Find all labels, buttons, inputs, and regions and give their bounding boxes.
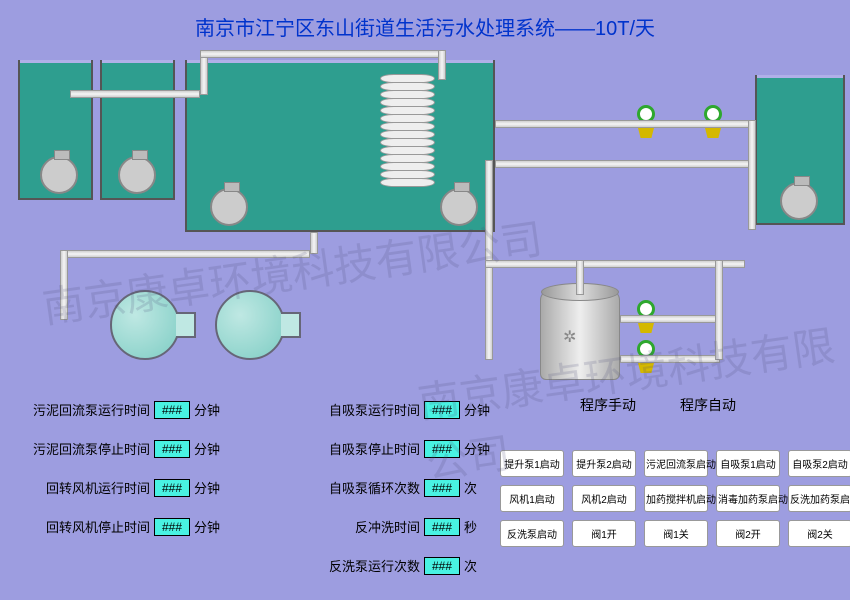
param-label: 回转风机停止时间 [10,517,150,536]
param-label: 反洗泵运行次数 [280,556,420,575]
start-button[interactable]: 消毒加药泵启动 [716,485,780,512]
valve-button[interactable]: 阀1关 [644,520,708,547]
valve-button[interactable]: 阀2关 [788,520,850,547]
param-value[interactable]: ### [154,401,190,419]
param-label: 自吸泵运行时间 [280,400,420,419]
page-title: 南京市江宁区东山街道生活污水处理系统——10T/天 [0,12,850,41]
start-button[interactable]: 提升泵1启动 [500,450,564,477]
param-value[interactable]: ### [424,557,460,575]
param-value[interactable]: ### [424,401,460,419]
pipe [60,250,310,258]
param-label: 自吸泵循环次数 [280,478,420,497]
pipe [620,315,720,323]
pump-tank2 [118,156,156,194]
param-label: 自吸泵停止时间 [280,439,420,458]
param-label: 回转风机运行时间 [10,478,150,497]
param-label: 污泥回流泵运行时间 [10,400,150,419]
filter-column [380,74,435,186]
pipe [70,90,200,98]
pump-main-left [210,188,248,226]
param-value[interactable]: ### [424,518,460,536]
mode-manual-label: 程序手动 [580,395,636,415]
param-unit: 分钟 [464,439,498,458]
param-column-1: 污泥回流泵运行时间###分钟 污泥回流泵停止时间###分钟 回转风机运行时间##… [10,400,228,556]
param-unit: 秒 [464,517,498,536]
start-button[interactable]: 反洗泵启动 [500,520,564,547]
pump-tank1 [40,156,78,194]
param-value[interactable]: ### [424,479,460,497]
pipe [60,250,68,320]
param-unit: 分钟 [194,517,228,536]
param-unit: 次 [464,556,498,575]
pipe [620,355,720,363]
pipe [200,50,440,58]
blower-1 [110,290,180,360]
start-button[interactable]: 反洗加药泵启动 [788,485,850,512]
start-button[interactable]: 提升泵2启动 [572,450,636,477]
start-button[interactable]: 风机1启动 [500,485,564,512]
pump-tank-right [780,182,818,220]
param-label: 反冲洗时间 [280,517,420,536]
param-unit: 分钟 [194,478,228,497]
blower-2 [215,290,285,360]
param-label: 污泥回流泵停止时间 [10,439,150,458]
pipe [495,160,755,168]
agitator-icon: ✲ [563,327,599,363]
start-button[interactable]: 风机2启动 [572,485,636,512]
valve-button[interactable]: 阀1开 [572,520,636,547]
storage-drum: ✲ [540,290,620,380]
param-value[interactable]: ### [154,440,190,458]
start-button[interactable]: 自吸泵1启动 [716,450,780,477]
start-button[interactable]: 自吸泵2启动 [788,450,850,477]
param-unit: 分钟 [464,400,498,419]
pipe [715,260,723,360]
param-value[interactable]: ### [424,440,460,458]
param-unit: 次 [464,478,498,497]
button-grid: 提升泵1启动 提升泵2启动 污泥回流泵启动 自吸泵1启动 自吸泵2启动 风机1启… [500,450,850,547]
param-unit: 分钟 [194,400,228,419]
valve-button[interactable]: 阀2开 [716,520,780,547]
param-column-2: 自吸泵运行时间###分钟 自吸泵停止时间###分钟 自吸泵循环次数###次 反冲… [280,400,498,595]
pump-main-right [440,188,478,226]
param-unit: 分钟 [194,439,228,458]
mode-auto-label: 程序自动 [680,395,736,415]
start-button[interactable]: 污泥回流泵启动 [644,450,708,477]
start-button[interactable]: 加药搅拌机启动 [644,485,708,512]
pipe [485,260,745,268]
param-value[interactable]: ### [154,479,190,497]
param-value[interactable]: ### [154,518,190,536]
pipe [576,260,584,295]
pipe [438,50,446,80]
pipe [748,120,756,230]
pipe [495,120,755,128]
pipe [310,232,318,254]
